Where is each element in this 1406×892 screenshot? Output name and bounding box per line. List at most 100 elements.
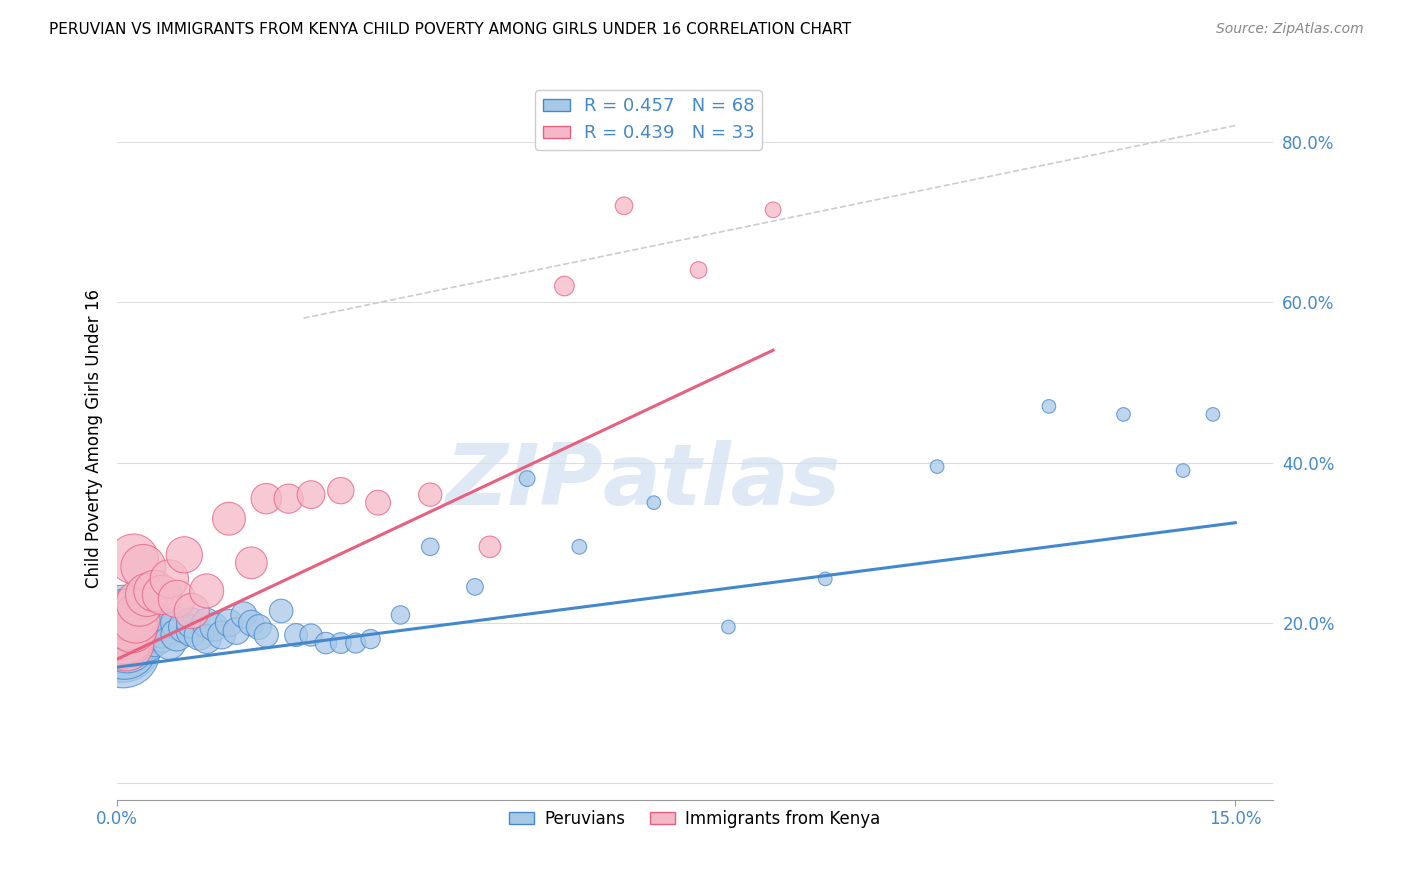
Point [117,615,139,630]
Text: PERUVIAN VS IMMIGRANTS FROM KENYA CHILD POVERTY AMONG GIRLS UNDER 16 CORRELATION: PERUVIAN VS IMMIGRANTS FROM KENYA CHILD … [49,22,852,37]
Point [121,624,143,638]
Point [814,572,837,586]
Point [270,604,292,618]
Point [114,628,136,642]
Point [360,632,382,646]
Point [111,636,134,650]
Point [115,628,138,642]
Point [120,607,142,622]
Point [315,636,337,650]
Point [131,628,153,642]
Point [553,279,575,293]
Point [218,512,240,526]
Point [110,628,132,642]
Point [188,628,211,642]
Point [1171,464,1194,478]
Legend: Peruvians, Immigrants from Kenya: Peruvians, Immigrants from Kenya [502,803,887,835]
Point [516,472,538,486]
Point [138,620,160,634]
Point [143,620,166,634]
Point [717,620,740,634]
Point [128,632,150,646]
Point [344,636,367,650]
Point [115,636,138,650]
Point [225,624,247,638]
Point [173,548,195,562]
Point [202,620,225,634]
Point [1202,408,1225,422]
Text: Source: ZipAtlas.com: Source: ZipAtlas.com [1216,22,1364,37]
Point [568,540,591,554]
Point [166,591,188,606]
Point [419,488,441,502]
Point [136,636,159,650]
Point [299,628,322,642]
Point [122,551,145,566]
Point [114,640,136,654]
Point [128,620,150,634]
Point [166,628,188,642]
Point [125,612,148,626]
Point [127,636,149,650]
Point [254,491,277,506]
Point [240,556,263,570]
Point [157,636,180,650]
Point [1112,408,1135,422]
Point [121,636,143,650]
Point [1038,400,1060,414]
Point [125,628,148,642]
Point [112,624,135,638]
Point [115,636,138,650]
Point [122,615,145,630]
Point [285,628,308,642]
Point [118,620,141,634]
Point [121,620,143,634]
Point [688,263,710,277]
Point [148,615,170,630]
Point [643,496,665,510]
Point [111,620,134,634]
Point [112,644,135,658]
Point [180,604,202,618]
Point [117,628,139,642]
Text: ZIP: ZIP [444,441,602,524]
Point [143,632,166,646]
Point [132,615,155,630]
Point [232,607,254,622]
Point [277,491,299,506]
Point [367,496,389,510]
Point [613,199,636,213]
Point [157,620,180,634]
Point [150,624,173,638]
Point [120,632,142,646]
Point [150,588,173,602]
Point [173,620,195,634]
Point [927,459,949,474]
Point [299,488,322,502]
Point [195,632,218,646]
Point [762,202,785,217]
Point [143,583,166,598]
Text: atlas: atlas [602,441,841,524]
Point [157,572,180,586]
Point [389,607,412,622]
Point [195,615,218,630]
Point [180,624,202,638]
Point [128,596,150,610]
Point [132,559,155,574]
Point [240,615,263,630]
Point [111,620,134,634]
Point [195,583,218,598]
Point [150,628,173,642]
Point [112,615,135,630]
Point [478,540,501,554]
Point [110,628,132,642]
Point [329,636,352,650]
Point [254,628,277,642]
Y-axis label: Child Poverty Among Girls Under 16: Child Poverty Among Girls Under 16 [86,289,103,588]
Point [419,540,441,554]
Point [180,615,202,630]
Point [211,628,233,642]
Point [329,483,352,498]
Point [464,580,486,594]
